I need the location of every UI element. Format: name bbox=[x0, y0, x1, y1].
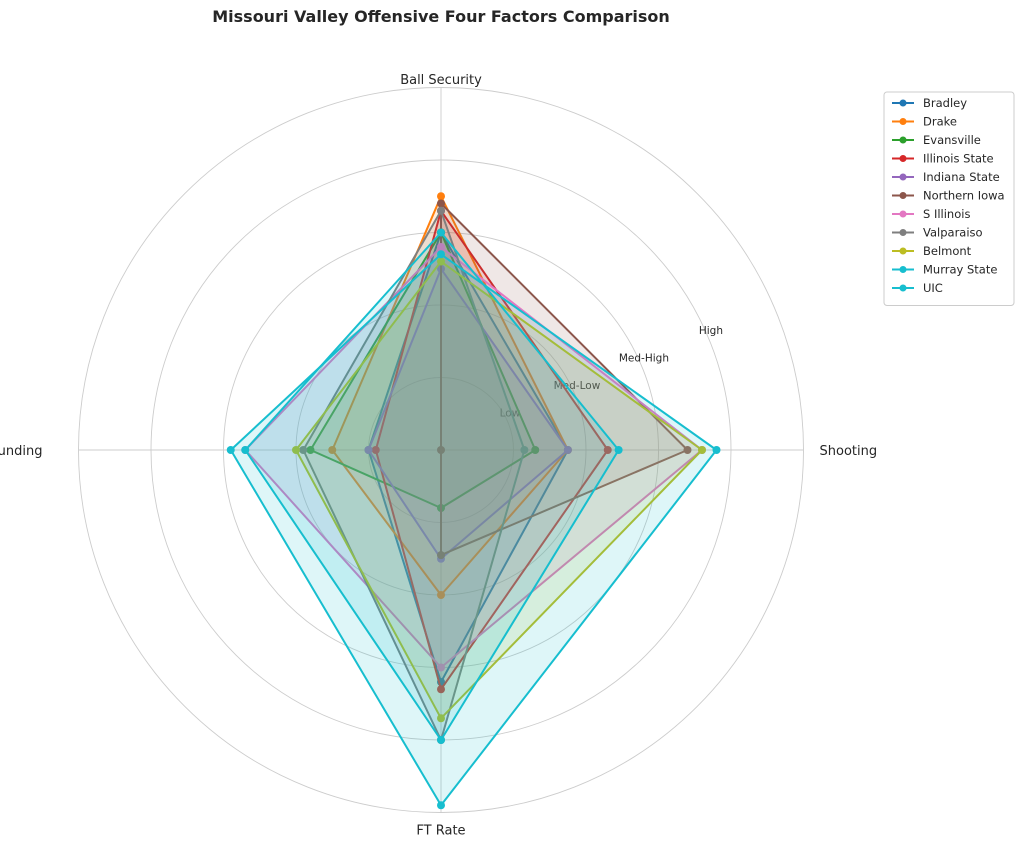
data-point bbox=[437, 591, 445, 599]
data-point bbox=[437, 192, 445, 201]
data-point bbox=[437, 250, 445, 259]
data-point bbox=[437, 801, 445, 810]
data-point bbox=[437, 446, 445, 454]
axis-label: Off Rebounding bbox=[0, 444, 43, 459]
legend-item: Indiana State bbox=[892, 170, 1000, 184]
data-point bbox=[437, 736, 445, 744]
legend-label: Northern Iowa bbox=[923, 189, 1005, 203]
legend-item: Valparaiso bbox=[892, 226, 983, 240]
data-point bbox=[437, 663, 445, 672]
data-point bbox=[563, 446, 572, 454]
series-area bbox=[441, 203, 688, 556]
legend: Bradley Drake Evansville Illinois State Indi… bbox=[883, 91, 1015, 306]
series-area bbox=[230, 254, 717, 806]
legend-label: Indiana State bbox=[923, 170, 1000, 184]
legend-label: Bradley bbox=[923, 96, 967, 110]
legend-marker bbox=[899, 284, 907, 292]
data-point bbox=[437, 714, 445, 723]
legend-item: Drake bbox=[892, 115, 957, 129]
data-point bbox=[306, 446, 315, 454]
legend-item: Belmont bbox=[892, 244, 972, 258]
data-point bbox=[437, 228, 445, 237]
data-point bbox=[241, 446, 250, 454]
data-point bbox=[364, 446, 373, 454]
legend-label: S Illinois bbox=[923, 207, 970, 221]
legend-marker bbox=[899, 266, 907, 273]
legend-marker bbox=[899, 229, 907, 236]
legend-item: S Illinois bbox=[892, 207, 970, 221]
legend-label: Belmont bbox=[923, 244, 972, 258]
ring-label: Low bbox=[500, 407, 521, 419]
legend-marker bbox=[899, 192, 907, 199]
legend-marker bbox=[899, 118, 907, 125]
data-point bbox=[328, 446, 337, 454]
legend-marker bbox=[899, 210, 907, 218]
data-point bbox=[292, 446, 300, 454]
series-area bbox=[375, 210, 608, 690]
legend-label: Valparaiso bbox=[923, 226, 983, 240]
data-point bbox=[520, 446, 529, 454]
legend-item: Illinois State bbox=[892, 152, 994, 166]
legend-box bbox=[883, 91, 1015, 306]
data-point bbox=[437, 243, 445, 251]
axis-label: Shooting bbox=[820, 444, 878, 459]
legend-marker bbox=[899, 136, 907, 144]
axis-labels: Ball Security Shooting FT Rate Off Reboundi… bbox=[0, 73, 877, 839]
data-point bbox=[531, 446, 540, 454]
series-uic bbox=[226, 250, 721, 810]
series-area bbox=[310, 232, 536, 508]
data-point bbox=[437, 257, 445, 266]
legend-label: Drake bbox=[923, 115, 957, 129]
legend-marker bbox=[899, 155, 907, 162]
data-point bbox=[437, 551, 445, 560]
legend-item: Northern Iowa bbox=[892, 189, 1005, 203]
ring-label: Med-High bbox=[619, 352, 669, 364]
chart-title: Missouri Valley Offensive Four Factors C… bbox=[212, 7, 670, 26]
legend-marker bbox=[899, 99, 907, 107]
series-area bbox=[303, 210, 525, 741]
legend-marker bbox=[899, 247, 907, 255]
data-point bbox=[371, 446, 380, 454]
legend-label: UIC bbox=[923, 281, 943, 295]
legend-label: Illinois State bbox=[923, 152, 994, 166]
data-point bbox=[614, 446, 623, 454]
series-area bbox=[332, 196, 568, 596]
data-point bbox=[603, 446, 612, 454]
legend-item: Evansville bbox=[892, 133, 981, 147]
series-area bbox=[368, 268, 568, 559]
axis-label: FT Rate bbox=[416, 824, 465, 839]
data-point bbox=[437, 199, 445, 208]
data-point bbox=[683, 446, 692, 454]
legend-item: UIC bbox=[892, 281, 943, 295]
series-northern-iowa bbox=[437, 199, 692, 560]
legend-marker bbox=[899, 173, 907, 181]
series-area bbox=[296, 261, 702, 719]
ring-label: High bbox=[699, 325, 723, 337]
axis-label: Ball Security bbox=[400, 73, 482, 88]
series-area bbox=[245, 232, 619, 740]
data-point bbox=[712, 446, 721, 454]
legend-item: Bradley bbox=[892, 96, 967, 110]
data-point bbox=[437, 206, 445, 215]
data-point bbox=[299, 446, 308, 454]
legend-label: Murray State bbox=[923, 263, 997, 277]
data-point bbox=[437, 685, 445, 694]
legend-label: Evansville bbox=[923, 133, 981, 147]
data-point bbox=[698, 446, 706, 454]
series-murray-state bbox=[241, 228, 623, 744]
series-belmont bbox=[292, 257, 706, 723]
data-point bbox=[226, 446, 235, 454]
legend-item: Murray State bbox=[892, 263, 997, 277]
series-layer bbox=[226, 192, 721, 810]
series-area bbox=[368, 232, 568, 682]
